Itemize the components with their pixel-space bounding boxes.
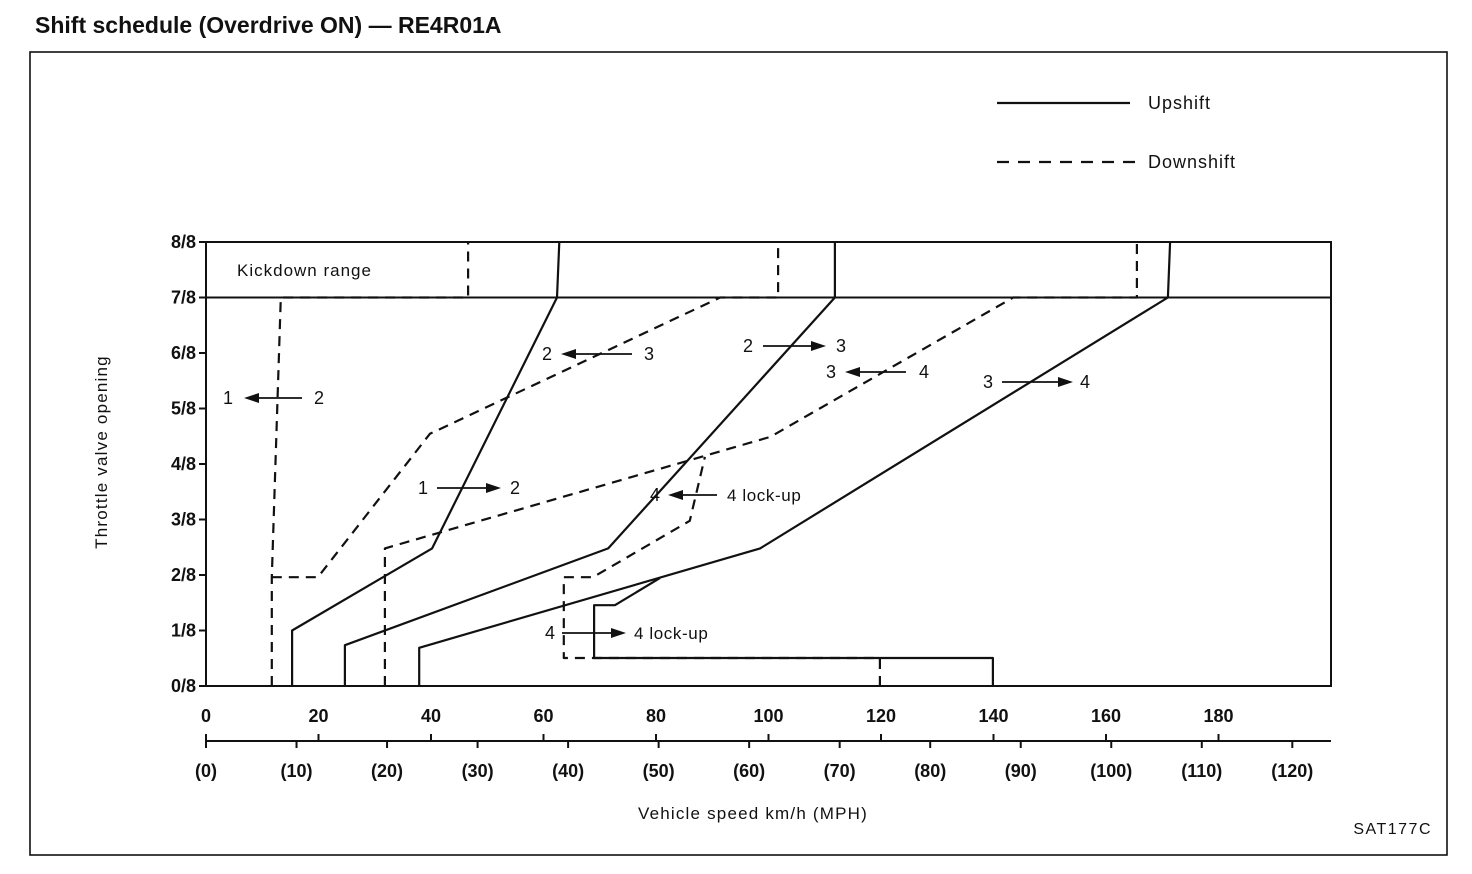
x-axis-title: Vehicle speed km/h (MPH) [638,804,868,823]
y-tick-label: 1/8 [171,621,196,641]
x2-tick-label: (30) [462,761,494,781]
shift-annotations: 1 22 3 2 33 4 3 41 2 4 4 lock-up4 4 lock-up [223,336,1090,643]
x2-tick-label: (90) [1005,761,1037,781]
annotation-right-label: 3 [644,344,654,364]
x2-tick-label: (80) [914,761,946,781]
shift-arrow-head [668,490,683,500]
chart-title: Shift schedule (Overdrive ON) — RE4R01A [35,12,502,38]
annotation-left-label: 3 [826,362,836,382]
x-tick-label: 180 [1203,706,1233,726]
y-tick-label: 4/8 [171,454,196,474]
y-tick-label: 8/8 [171,232,196,252]
downshift-line [271,242,780,579]
y-tick-label: 0/8 [171,676,196,696]
y-tick-label: 2/8 [171,565,196,585]
annotation-right-label: 3 [836,336,846,356]
x2-tick-label: (60) [733,761,765,781]
downshift-line [270,242,470,686]
upshift-line [291,241,561,686]
shift-lines [270,241,1172,686]
y-tick-label: 7/8 [171,288,196,308]
annotation-right-label: 4 lock-up [727,486,801,505]
x-tick-label: 20 [308,706,328,726]
shift-arrow-head [845,367,860,377]
x2-tick-label: (20) [371,761,403,781]
legend-upshift-label: Upshift [1148,93,1211,113]
shift-arrow-head [244,393,259,403]
shift-annotation: 4 4 lock-up [650,485,801,505]
x-tick-label: 60 [533,706,553,726]
figure-code: SAT177C [1353,821,1432,838]
downshift-line [562,456,882,686]
x2-tick-label: (10) [281,761,313,781]
kickdown-range-label: Kickdown range [237,261,372,280]
x2-tick-label: (50) [643,761,675,781]
x-tick-label: 120 [866,706,896,726]
upshift-line [418,241,1172,686]
x-tick-label: 160 [1091,706,1121,726]
annotation-left-label: 3 [983,372,993,392]
x2-tick-label: (70) [824,761,856,781]
y-tick-label: 5/8 [171,399,196,419]
annotation-left-label: 2 [743,336,753,356]
annotation-left-label: 2 [542,344,552,364]
x-tick-label: 0 [201,706,211,726]
shift-annotation: 4 4 lock-up [545,623,708,643]
upshift-line [343,242,837,686]
legend-downshift-label: Downshift [1148,152,1236,172]
axis-ticks: 0/8 1/8 2/8 3/8 4/8 5/8 6/8 7/8 8/8 0 20 40 60 80 100 1… [171,232,1313,781]
y-tick-label: 3/8 [171,510,196,530]
annotation-left-label: 1 [418,478,428,498]
y-tick-label: 6/8 [171,343,196,363]
annotation-right-label: 4 lock-up [634,624,708,643]
shift-arrow-head [486,483,501,493]
x-tick-label: 140 [978,706,1008,726]
annotation-right-label: 4 [919,362,929,382]
x2-tick-label: (0) [195,761,217,781]
shift-arrow-head [561,349,576,359]
x-tick-label: 100 [753,706,783,726]
annotation-left-label: 1 [223,388,233,408]
x-tick-label: 40 [421,706,441,726]
shift-arrow-head [811,341,826,351]
upshift-line [592,577,995,686]
annotation-left-label: 4 [545,623,555,643]
x2-tick-label: (40) [552,761,584,781]
x-tick-label: 80 [646,706,666,726]
figure-frame [29,51,1448,856]
x2-tick-label: (110) [1181,761,1222,781]
plot-area-frame [205,241,1332,687]
annotation-left-label: 4 [650,485,660,505]
annotation-right-label: 2 [314,388,324,408]
x2-tick-label: (100) [1090,761,1132,781]
x2-tick-label: (120) [1271,761,1313,781]
downshift-line [383,242,1139,686]
annotation-right-label: 4 [1080,372,1090,392]
y-axis-title: Throttle valve opening [92,355,111,549]
shift-arrow-head [611,628,626,638]
shift-arrow-head [1058,377,1073,387]
legend: Upshift Downshift [997,93,1236,172]
annotation-right-label: 2 [510,478,520,498]
